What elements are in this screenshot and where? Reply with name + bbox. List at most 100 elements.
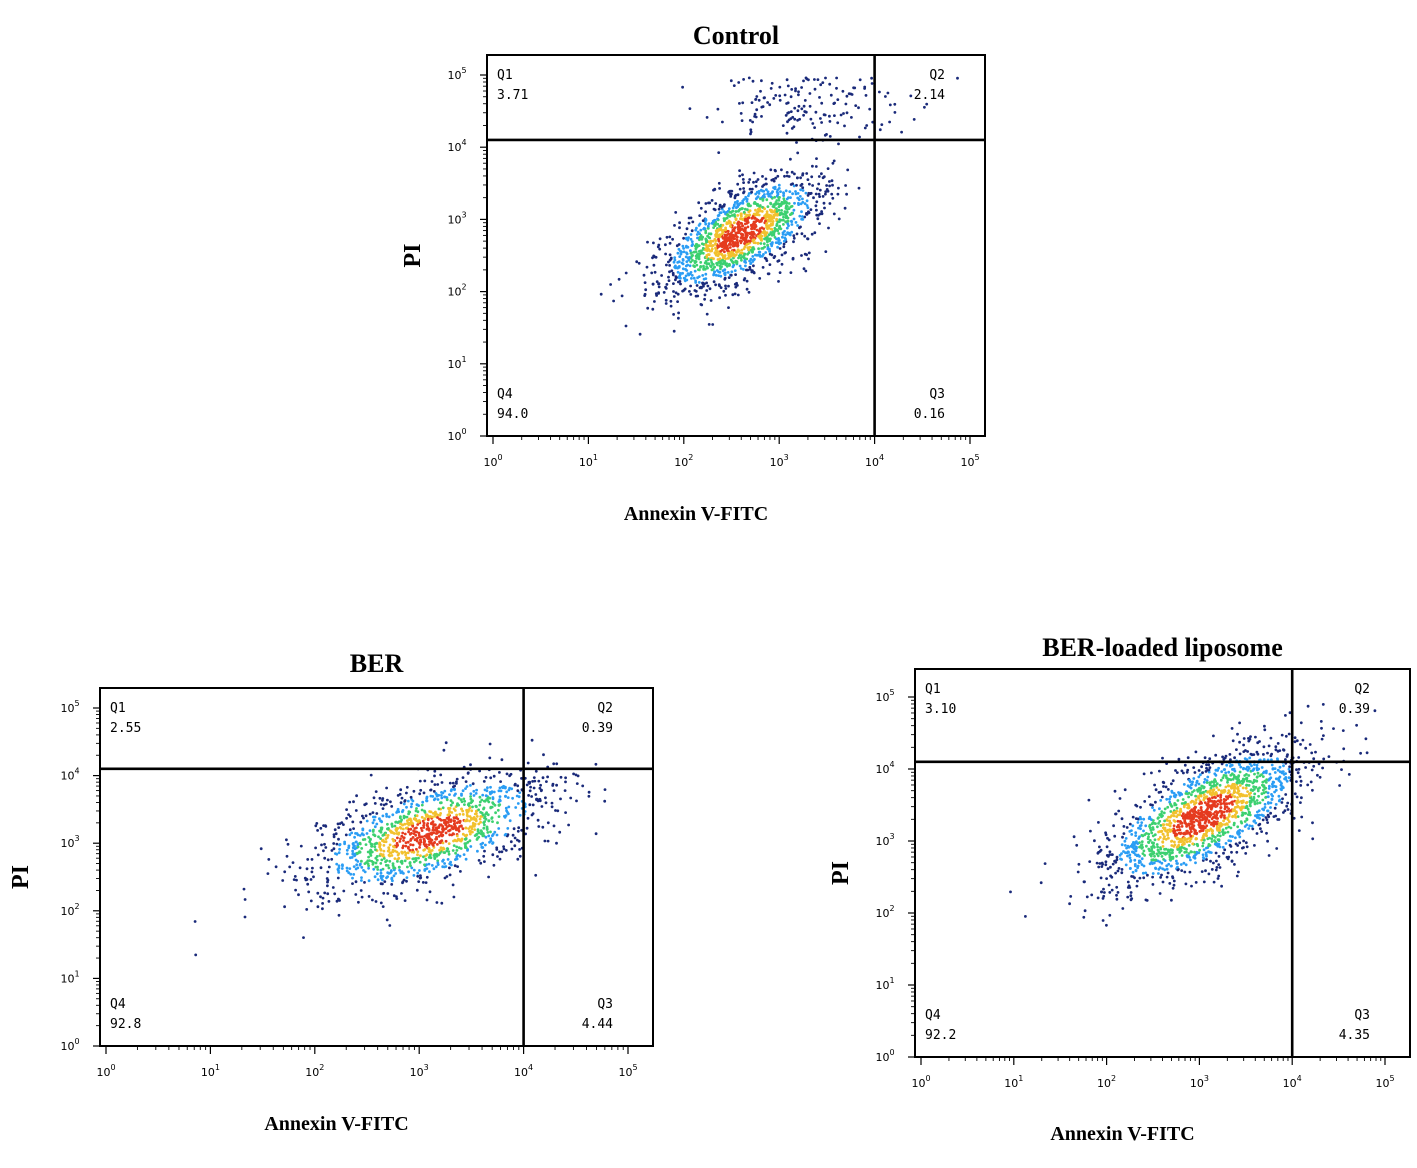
event-dot <box>711 263 715 266</box>
event-dot <box>728 246 732 249</box>
event-dot <box>486 831 490 834</box>
event-dot <box>1188 778 1191 782</box>
event-dot <box>844 102 848 106</box>
event-dot <box>782 242 786 246</box>
event-dot <box>766 190 770 194</box>
event-dot <box>1233 813 1237 817</box>
event-dot <box>785 78 789 82</box>
event-dot <box>1222 800 1226 804</box>
event-dot <box>420 803 424 807</box>
event-dot <box>923 105 926 109</box>
event-dot <box>1175 806 1179 810</box>
event-dot <box>1193 854 1197 858</box>
event-dot <box>481 841 485 845</box>
event-dot <box>737 223 741 227</box>
event-dot <box>463 799 467 803</box>
event-dot <box>510 787 514 791</box>
event-dot <box>367 866 370 870</box>
event-dot <box>291 861 295 864</box>
event-dot <box>353 835 356 839</box>
event-dot <box>363 862 367 865</box>
event-dot <box>756 218 760 222</box>
event-dot <box>1214 784 1218 787</box>
event-dot <box>1226 780 1229 784</box>
event-dot <box>833 101 836 105</box>
event-dot <box>1254 821 1258 825</box>
event-dot <box>307 890 311 894</box>
event-dot <box>761 194 765 198</box>
event-dot <box>345 866 349 870</box>
event-dot <box>531 812 535 815</box>
event-dot <box>478 769 481 773</box>
event-dot <box>677 247 681 251</box>
event-dot <box>741 178 745 181</box>
event-dot <box>714 202 718 205</box>
event-dot <box>741 207 744 210</box>
event-dot <box>416 850 420 853</box>
event-dot <box>1238 770 1242 774</box>
event-dot <box>419 826 423 830</box>
event-dot <box>717 207 721 211</box>
event-dot <box>1204 820 1207 823</box>
event-dot <box>720 228 724 232</box>
event-dot <box>777 242 781 246</box>
event-dot <box>1169 821 1173 825</box>
event-dot <box>357 900 360 904</box>
event-dot <box>423 868 427 871</box>
event-dot <box>794 87 797 91</box>
event-dot <box>757 192 761 195</box>
event-dot <box>1160 861 1164 865</box>
event-dot <box>868 107 872 111</box>
event-dot <box>1231 786 1235 790</box>
event-dot <box>1268 784 1271 788</box>
event-dot <box>888 120 891 124</box>
y-tick-label: 104 <box>447 138 466 154</box>
event-dot <box>743 259 747 263</box>
event-dot <box>1227 807 1230 811</box>
event-dot <box>1203 801 1207 804</box>
event-dot <box>333 828 337 832</box>
event-dot <box>1233 756 1236 760</box>
event-dot <box>381 814 385 818</box>
event-dot <box>642 273 646 277</box>
event-dot <box>789 183 793 186</box>
event-dot <box>721 120 724 124</box>
event-dot <box>399 822 402 826</box>
event-dot <box>716 258 720 261</box>
event-dot <box>544 796 547 800</box>
event-dot <box>1261 818 1265 822</box>
event-dot <box>1170 844 1174 847</box>
event-dot <box>704 272 708 276</box>
event-dot <box>1186 813 1189 816</box>
event-dot <box>750 216 754 220</box>
event-dot <box>399 788 403 792</box>
event-dot <box>1227 770 1231 774</box>
event-dot <box>774 229 777 232</box>
event-dot <box>1241 813 1245 817</box>
event-dot <box>438 841 442 845</box>
event-dot <box>1205 816 1209 820</box>
event-dot <box>831 196 835 200</box>
event-dot <box>411 824 415 828</box>
event-dot <box>737 228 741 232</box>
event-dot <box>1247 779 1251 783</box>
event-dot <box>718 224 721 228</box>
event-dot <box>794 89 797 93</box>
event-dot <box>1224 771 1228 775</box>
event-dot <box>1147 847 1151 851</box>
event-dot <box>783 210 787 214</box>
event-dot <box>734 193 738 197</box>
event-dot <box>748 268 752 271</box>
event-dot <box>1167 862 1171 866</box>
event-dot <box>704 277 708 280</box>
event-dot <box>1236 825 1240 829</box>
event-dot <box>795 232 799 236</box>
event-dot <box>1171 779 1175 783</box>
event-dot <box>691 259 694 262</box>
event-dot <box>1293 792 1297 796</box>
event-dot <box>1142 876 1146 880</box>
event-dot <box>1140 846 1144 850</box>
event-dot <box>1122 825 1126 828</box>
event-dot <box>789 157 792 161</box>
event-dot <box>485 811 488 814</box>
